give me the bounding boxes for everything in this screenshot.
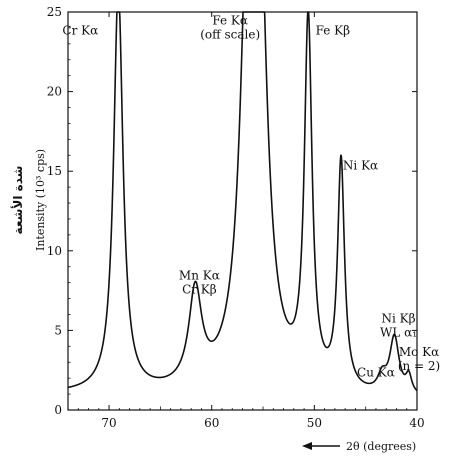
y-axis-ticks: 0 5 10 15 20 25 (47, 5, 417, 417)
peak-label-line: Mo Kα (399, 345, 439, 359)
peak-label-line: (n = 2) (398, 359, 440, 373)
x-axis-label: 2θ (degrees) (346, 440, 416, 453)
x-tick-label: 60 (204, 416, 219, 430)
x-tick-label: 40 (409, 416, 424, 430)
peak-label: Fe Kβ (316, 23, 351, 37)
peak-label: Mo Kα (n = 2) (398, 345, 440, 373)
peak-label-line: Fe Kβ (316, 23, 351, 37)
peak-labels: Cr Kα Fe Kα (off scale) Fe Kβ Ni Kα Mn Kα Cr K… (62, 14, 440, 380)
y-tick-label: 25 (47, 5, 62, 19)
peak-label: Ni Kα (343, 159, 378, 173)
x-axis-ticks: 70 60 50 40 (77, 12, 425, 430)
peak-label: Cr Kα (62, 23, 98, 37)
y-tick-label: 20 (47, 85, 62, 99)
x-tick-label: 50 (307, 416, 322, 430)
y-tick-label: 5 (54, 323, 62, 337)
peak-label-line: WL α₁ (380, 325, 417, 339)
peak-label: Cu Kα (357, 366, 395, 380)
peak-label: Ni Kβ WL α₁ (380, 311, 417, 339)
peak-label-line: Cr Kα (62, 23, 98, 37)
series-line-spectrum (67, 11, 418, 392)
peak-label-line: Ni Kβ (381, 311, 415, 325)
x-tick-label: 70 (101, 416, 116, 430)
peak-label-line: Cu Kα (357, 366, 395, 380)
peak-label: Mn Kα Cr Kβ (179, 268, 220, 296)
plot-frame (67, 11, 418, 411)
peak-label: Fe Kα (off scale) (200, 14, 260, 42)
peak-label-line: Mn Kα (179, 268, 220, 282)
peak-label-line: (off scale) (200, 28, 260, 42)
x-axis-label-group: 2θ (degrees) (302, 440, 416, 453)
peak-label-line: Cr Kβ (182, 282, 217, 296)
peak-label-line: Fe Kα (212, 14, 248, 28)
y-tick-label: 15 (47, 164, 62, 178)
y-tick-label: 0 (54, 403, 62, 417)
x-axis-arrow-head (302, 442, 312, 450)
y-tick-label: 10 (47, 244, 62, 258)
peak-label-line: Ni Kα (343, 159, 378, 173)
y-axis-label: Intensity (10³ cps) (34, 149, 47, 251)
plot-border (67, 11, 418, 411)
y-axis-label-arabic: شدة الأشعة (10, 166, 25, 235)
